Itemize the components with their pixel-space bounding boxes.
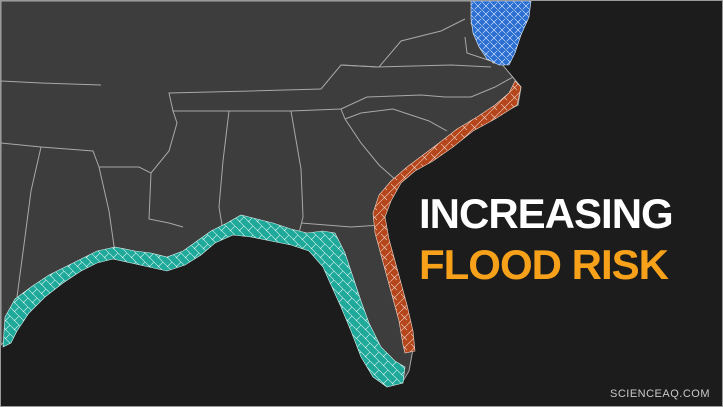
gulf-coast-counties — [2, 214, 406, 388]
atlantic-coast-counties — [372, 80, 522, 354]
headline-line-increasing: INCREASING — [419, 190, 674, 237]
watermark: SCIENCEAQ.COM — [609, 388, 710, 400]
mid-atlantic-counties — [470, 1, 532, 66]
headline: INCREASING FLOOD RISK — [419, 193, 719, 286]
state-borders — [1, 18, 514, 298]
headline-line-flood-risk: FLOOD RISK — [419, 241, 669, 288]
